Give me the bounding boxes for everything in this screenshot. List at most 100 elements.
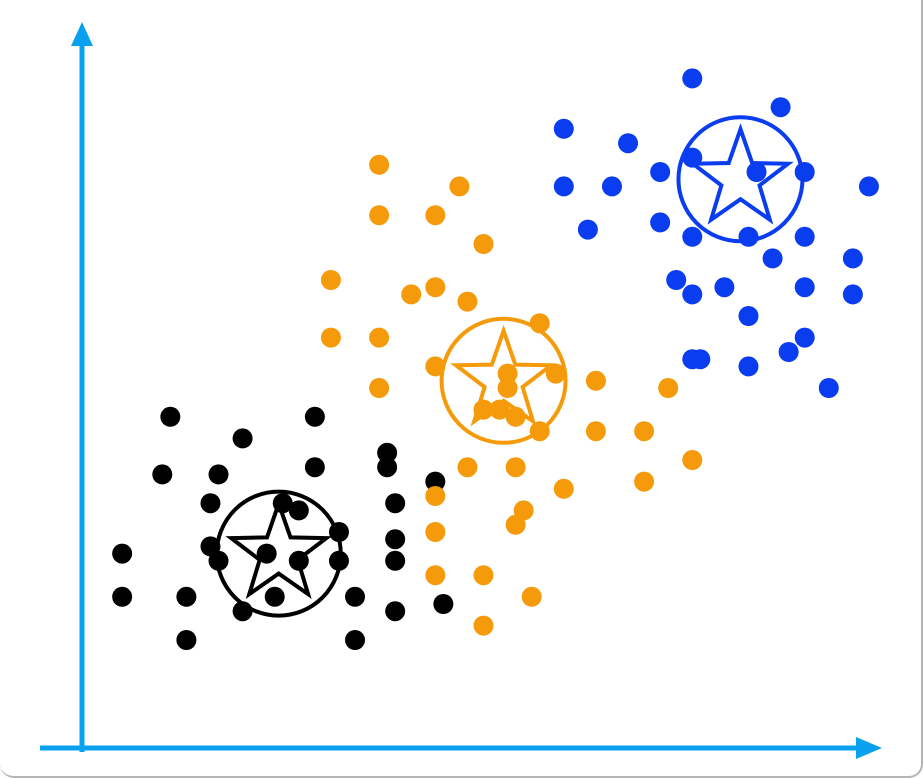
data-point <box>682 68 703 89</box>
data-point <box>794 226 815 247</box>
data-point <box>634 471 655 492</box>
data-point <box>794 327 815 348</box>
data-point <box>425 486 446 506</box>
data-point <box>473 234 494 254</box>
data-point <box>369 205 390 226</box>
data-point <box>682 226 703 247</box>
data-point <box>320 327 341 348</box>
data-point <box>385 550 406 571</box>
data-point <box>208 464 229 485</box>
data-point <box>666 270 687 290</box>
data-point <box>473 615 494 636</box>
centroid-ring <box>214 489 343 618</box>
data-point <box>497 363 518 384</box>
data-point <box>176 586 197 607</box>
data-point <box>658 378 679 398</box>
data-point <box>288 500 309 521</box>
data-point <box>818 378 839 398</box>
data-point <box>473 565 494 586</box>
data-point <box>401 284 422 305</box>
data-point <box>433 594 454 614</box>
y-axis-arrow-icon <box>71 22 93 46</box>
centroid-star-icon <box>439 316 568 445</box>
data-point <box>425 205 446 226</box>
data-point <box>794 162 815 182</box>
data-point <box>377 442 398 463</box>
data-point <box>585 421 606 442</box>
star-icon <box>687 123 794 225</box>
data-point <box>345 630 366 650</box>
data-point <box>762 248 783 269</box>
data-points <box>112 68 879 650</box>
data-point <box>714 277 735 298</box>
data-point <box>176 630 197 650</box>
data-point <box>425 565 446 586</box>
data-point <box>369 327 390 348</box>
data-point <box>505 514 526 535</box>
data-point <box>112 586 133 607</box>
data-point <box>489 399 510 420</box>
x-axis-arrow-icon <box>856 737 882 759</box>
data-point <box>618 133 639 154</box>
data-point <box>425 471 446 492</box>
data-point <box>585 370 606 391</box>
centroid-ring <box>439 316 568 445</box>
data-point <box>320 270 341 290</box>
data-point <box>304 406 325 427</box>
data-point <box>497 378 518 398</box>
data-point <box>634 421 655 442</box>
data-point <box>545 363 566 384</box>
data-point <box>152 464 173 485</box>
data-point <box>553 176 574 197</box>
data-point <box>425 522 446 542</box>
data-point <box>385 529 406 550</box>
star-icon <box>225 497 333 600</box>
data-point <box>377 457 398 478</box>
axes <box>40 22 882 759</box>
data-point <box>650 162 671 182</box>
data-point <box>601 176 622 197</box>
data-point <box>738 226 759 247</box>
data-point <box>457 457 478 478</box>
data-point <box>746 162 767 182</box>
data-point <box>690 349 711 370</box>
data-point <box>449 176 470 197</box>
data-point <box>369 154 390 175</box>
data-point <box>521 586 542 607</box>
centroid-star-icon <box>676 115 805 244</box>
data-point <box>738 356 759 377</box>
data-point <box>264 586 285 607</box>
centroid-star-icon <box>214 489 343 618</box>
data-point <box>385 493 406 514</box>
data-point <box>842 284 863 305</box>
data-point <box>794 277 815 298</box>
data-point <box>425 277 446 298</box>
data-point <box>577 219 598 240</box>
data-point <box>682 450 703 470</box>
data-point <box>770 97 791 118</box>
data-point <box>385 601 406 622</box>
data-point <box>345 586 366 607</box>
data-point <box>112 543 133 564</box>
data-point <box>369 378 390 398</box>
data-point <box>682 284 703 305</box>
data-point <box>738 306 759 326</box>
data-point <box>457 291 478 312</box>
data-point <box>200 493 221 514</box>
data-point <box>842 248 863 269</box>
data-point <box>160 406 181 427</box>
data-point <box>553 118 574 139</box>
data-point <box>232 428 253 449</box>
data-point <box>778 342 799 362</box>
data-point <box>553 478 574 499</box>
data-point <box>304 457 325 478</box>
star-icon <box>450 324 557 427</box>
data-point <box>650 212 671 233</box>
centroid-ring <box>676 115 805 244</box>
centroids <box>214 115 805 618</box>
data-point <box>858 176 879 197</box>
data-point <box>256 543 277 564</box>
